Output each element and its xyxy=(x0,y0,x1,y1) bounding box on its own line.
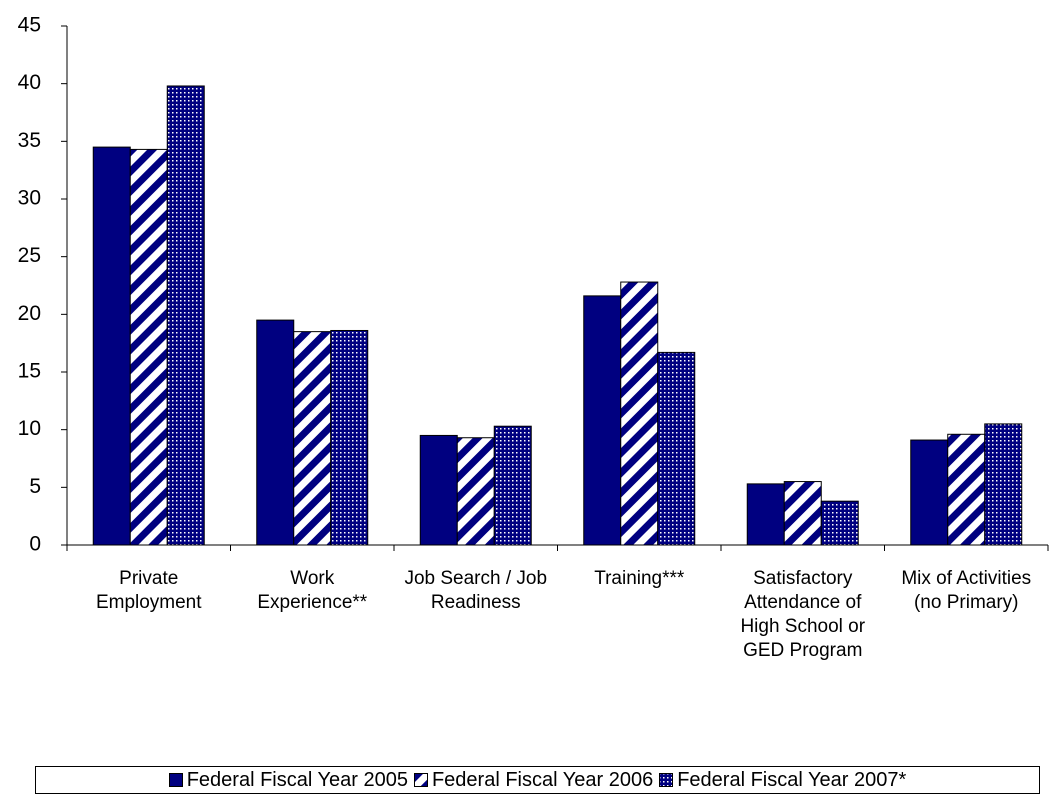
y-tick-label: 20 xyxy=(18,302,41,325)
bar xyxy=(947,433,986,546)
legend-label: Federal Fiscal Year 2006 xyxy=(431,768,654,791)
y-tick-label: 45 xyxy=(18,14,41,37)
y-tick-label: 0 xyxy=(29,533,41,556)
bar xyxy=(493,425,532,546)
x-tick-label: Job Search / Job Readiness xyxy=(404,568,548,613)
y-tick-label: 40 xyxy=(18,71,41,94)
x-tick-label: Mix of Activities (no Primary) xyxy=(901,568,1032,613)
bar xyxy=(984,423,1023,546)
x-tick-label: Work Experience** xyxy=(257,568,368,613)
legend: Federal Fiscal Year 2005 Federal Fiscal Y… xyxy=(35,766,1040,794)
x-tick-label: Training*** xyxy=(594,568,685,589)
y-tick-label: 5 xyxy=(29,475,41,498)
y-tick-label: 30 xyxy=(18,187,41,210)
bar xyxy=(620,281,659,546)
y-tick-label: 10 xyxy=(18,417,41,440)
legend-swatch-fill xyxy=(168,773,183,787)
bar xyxy=(419,434,458,546)
bar xyxy=(256,319,295,546)
bar xyxy=(166,85,205,546)
y-tick-label: 35 xyxy=(18,129,41,152)
legend-swatch xyxy=(659,773,674,787)
bar xyxy=(783,481,822,546)
bar xyxy=(129,148,168,546)
bar xyxy=(330,329,369,546)
bar xyxy=(92,146,131,546)
legend-swatch xyxy=(413,773,428,787)
legend-swatch-fill xyxy=(659,773,674,787)
x-tick-label: Private Employment xyxy=(95,568,202,613)
bar xyxy=(293,331,332,546)
legend-item: Federal Fiscal Year 2007* xyxy=(659,769,906,792)
legend-item: Federal Fiscal Year 2006 xyxy=(413,768,654,792)
bar xyxy=(456,437,495,546)
y-tick-label: 15 xyxy=(18,360,41,383)
legend-swatch xyxy=(168,773,183,787)
bar xyxy=(910,439,949,546)
y-tick-label: 25 xyxy=(18,244,41,267)
x-tick-label: Satisfactory Attendance of High School o… xyxy=(740,568,866,661)
bar xyxy=(657,351,696,546)
legend-label: Federal Fiscal Year 2007* xyxy=(677,768,907,791)
bar xyxy=(746,483,785,546)
plot: 0 5 10 15 20 25 30 35 40 45 xyxy=(18,14,1049,556)
bar xyxy=(820,500,859,546)
bar xyxy=(583,295,622,546)
legend-label: Federal Fiscal Year 2005 xyxy=(186,768,408,791)
legend-item: Federal Fiscal Year 2005 xyxy=(168,768,408,792)
legend-swatch-fill xyxy=(413,773,428,787)
